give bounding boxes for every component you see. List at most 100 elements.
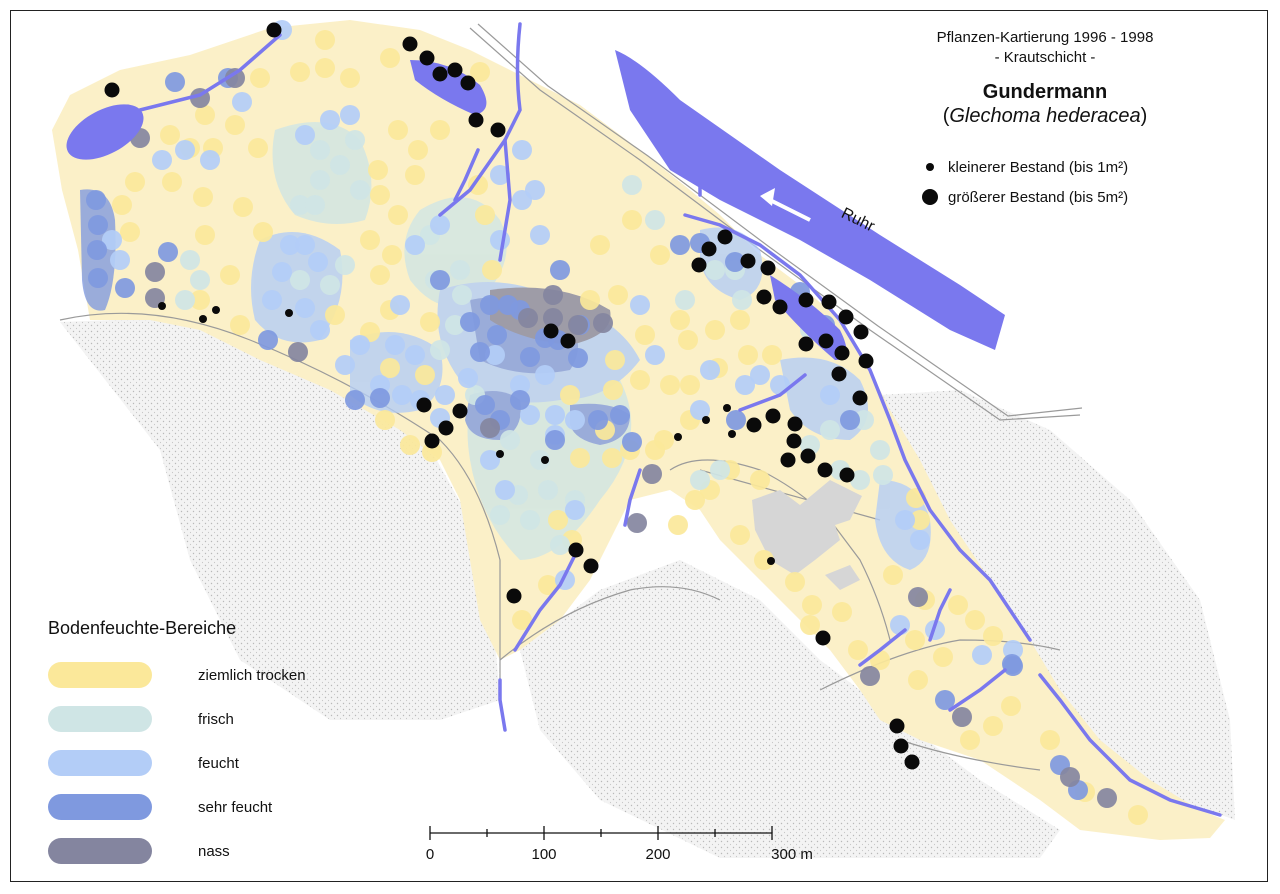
moisture-circle [250,68,270,88]
moisture-circle [630,370,650,390]
moisture-circle [565,500,585,520]
layer-subtitle: - Krautschicht - [994,49,1096,66]
moisture-circle [622,175,642,195]
moisture-circle [854,410,874,430]
large-stand-dot [543,323,559,339]
moisture-circle [225,115,245,135]
moisture-circle [120,222,140,242]
moisture-circle [972,645,992,665]
large-stand-dot [568,542,584,558]
moisture-circle [960,730,980,750]
legend-item-frisch: frisch [48,697,306,741]
moisture-circle [820,420,840,440]
moisture-circle [490,505,510,525]
large-stand-dot [560,333,576,349]
moisture-circle [770,375,790,395]
legend-small-stand: kleinerer Bestand (bis 1m²) [918,152,1128,182]
moisture-circle [422,442,442,462]
moisture-circle [725,252,745,272]
moisture-circle [340,105,360,125]
moisture-circle [550,535,570,555]
moisture-circle [350,335,370,355]
moisture-circle [295,235,315,255]
moisture-circle [325,305,345,325]
moisture-circle [195,225,215,245]
moisture-circle [627,513,647,533]
moisture-circle [668,515,688,535]
moisture-circle [690,470,710,490]
moisture-circle [543,308,563,328]
moisture-circle [762,345,782,365]
large-stand-dot [438,420,454,436]
swatch [48,662,152,688]
moisture-circle [162,172,182,192]
moisture-circle [802,595,822,615]
moisture-circle [102,230,122,250]
moisture-circle [603,380,623,400]
moisture-circle [405,345,425,365]
moisture-circle [908,670,928,690]
moisture-circle [350,180,370,200]
moisture-circle [165,72,185,92]
moisture-circle [180,250,200,270]
moisture-circle [935,690,955,710]
moisture-circle [910,530,930,550]
moisture-circle [645,210,665,230]
moisture-circle [430,120,450,140]
moisture-circle [190,270,210,290]
moisture-circle [588,410,608,430]
large-stand-dot [432,66,448,82]
moisture-circle [983,716,1003,736]
large-stand-dot [787,416,803,432]
moisture-circle [233,197,253,217]
moisture-circle [512,190,532,210]
moisture-circle [570,448,590,468]
moisture-circle [480,418,500,438]
moisture-circle [495,480,515,500]
moisture-circle [700,360,720,380]
moisture-circle [175,140,195,160]
map-title-block: Pflanzen-Kartierung 1996 - 1998 - Krauts… [880,28,1210,128]
moisture-circle [754,550,774,570]
large-stand-dot [701,241,717,257]
moisture-circle [430,215,450,235]
legend-item-nass: nass [48,829,306,873]
moisture-circle [520,347,540,367]
large-stand-dot [889,718,905,734]
large-stand-dot [402,36,418,52]
moisture-circle [175,290,195,310]
large-stand-dot [852,390,868,406]
moisture-circle [645,345,665,365]
moisture-circle [450,260,470,280]
legend-item-feucht: feucht [48,741,306,785]
moisture-circle [335,255,355,275]
moisture-circle [910,510,930,530]
moisture-circle [360,230,380,250]
moisture-circle [732,290,752,310]
moisture-circle [385,335,405,355]
moisture-circle [645,440,665,460]
large-stand-dot [104,82,120,98]
large-stand-dot [460,75,476,91]
moisture-circle [730,310,750,330]
legend-item-ziemlich-trocken: ziemlich trocken [48,653,306,697]
small-stand-dot [767,557,775,565]
moisture-circle [510,375,530,395]
moisture-circle [320,275,340,295]
moisture-circle [490,230,510,250]
moisture-circle [905,630,925,650]
legend-item-sehr-feucht: sehr feucht [48,785,306,829]
large-stand-dot [717,229,733,245]
moisture-circle [1060,767,1080,787]
moisture-circle [145,262,165,282]
moisture-circle [520,510,540,530]
moisture-circle [670,235,690,255]
moisture-circle [560,385,580,405]
moisture-circle [543,285,563,305]
moisture-circle [630,295,650,315]
moisture-circle [248,138,268,158]
moisture-circle [382,245,402,265]
moisture-circle [948,595,968,615]
moisture-circle [675,290,695,310]
large-stand-dot [468,112,484,128]
